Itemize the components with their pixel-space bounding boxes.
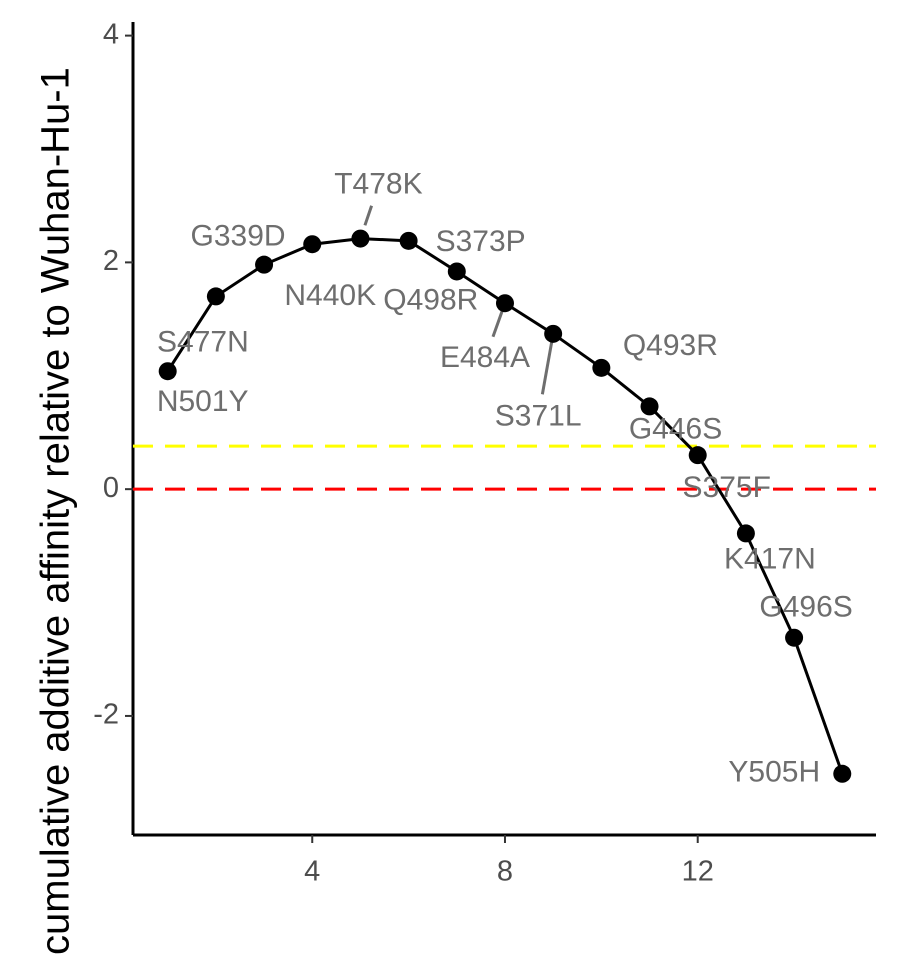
point-label: N440K [284,279,376,312]
label-connector [491,308,505,338]
point-label: Y505H [728,756,820,789]
point-label: E484A [440,341,530,374]
point [640,397,659,416]
y-tick-label: 2 [103,245,119,277]
point-label: S371L [495,400,582,433]
point [495,294,514,313]
point-label: Q493R [623,329,718,362]
y-tick-label: 0 [103,472,119,504]
point [447,262,466,281]
point-label: S375F [683,471,771,504]
point [158,362,177,381]
y-tick-label: -2 [93,699,119,731]
label-connector [540,337,554,395]
y-axis-label: cumulative additive affinity relative to… [34,67,78,955]
point [255,255,274,274]
point-label: G446S [629,412,722,445]
point-label: K417N [724,542,816,575]
point-label: G339D [191,220,286,253]
point [303,235,322,254]
point-label: Q498R [383,283,478,316]
point-label: S373P [436,225,526,258]
point [544,324,563,343]
point-label: T478K [334,167,422,200]
point [592,358,611,377]
point-label: G496S [759,591,852,624]
point [736,524,755,543]
point [399,231,418,250]
point-label: N501Y [157,385,249,418]
x-tick-label: 4 [304,856,320,888]
point [833,764,852,783]
label-connector [363,205,374,226]
x-tick-label: 8 [497,856,513,888]
point-label: S477N [157,325,249,358]
line [166,237,844,775]
y-tick-label: 4 [103,18,119,50]
point [351,229,370,248]
point [688,446,707,465]
point [206,287,225,306]
point [785,628,804,647]
x-tick-label: 12 [682,856,714,888]
